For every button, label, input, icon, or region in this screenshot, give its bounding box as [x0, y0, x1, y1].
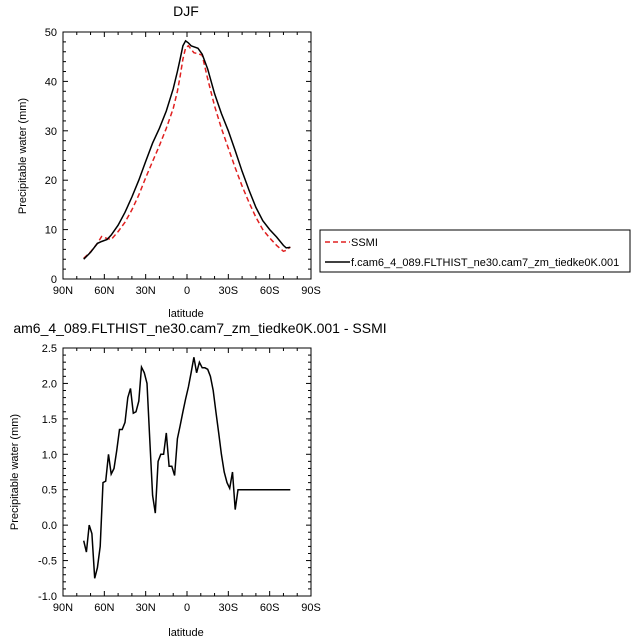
top-x-tick-label: 60S: [260, 285, 280, 297]
top-y-ticks: 0 10 20 30 40 50: [45, 27, 311, 286]
top-x-tick-label: 90N: [53, 285, 73, 297]
top-series-line-1: [83, 39, 291, 260]
bottom-x-tick-label: 90S: [301, 602, 321, 614]
legend-frame: [319, 229, 631, 273]
bottom-x-tick-label: 60N: [94, 602, 114, 614]
bottom-plot-frame: [62, 347, 312, 597]
top-series: [83, 39, 291, 260]
top-x-tick-label: 0: [184, 285, 190, 297]
top-panel: DJF 90N 60N 30N 0 30S 60S 90S 0 10 20 30 40 50 lati…: [17, 3, 321, 320]
bottom-y-axis-label: Precipitable water (mm): [9, 414, 21, 530]
top-y-tick-label: 40: [45, 76, 57, 88]
bottom-y-tick-label: 1.5: [42, 414, 57, 426]
top-x-tick-label: 30S: [219, 285, 239, 297]
top-x-tick-label: 60N: [94, 285, 114, 297]
bottom-x-ticks: 90N 60N 30N 0 30S 60S 90S: [53, 348, 321, 614]
bottom-y-tick-label: 2.0: [42, 378, 57, 390]
bottom-y-tick-label: 1.0: [42, 449, 57, 461]
top-x-ticks: 90N 60N 30N 0 30S 60S 90S: [53, 32, 321, 297]
bottom-panel: am6_4_089.FLTHIST_ne30.cam7_zm_tiedke0K.…: [9, 320, 387, 639]
top-y-tick-label: 50: [45, 27, 57, 39]
top-x-tick-label: 90S: [301, 285, 321, 297]
bottom-y-tick-label: 0.5: [42, 485, 57, 497]
bottom-y-tick-label: -0.5: [38, 556, 57, 568]
bottom-x-tick-label: 90N: [53, 602, 73, 614]
top-y-axis-label: Precipitable water (mm): [17, 98, 29, 214]
bottom-y-tick-label: 0.0: [42, 520, 57, 532]
bottom-x-axis-label: latitude: [168, 627, 203, 639]
top-title: DJF: [173, 3, 199, 19]
bottom-x-tick-label: 30S: [219, 602, 239, 614]
top-y-tick-label: 20: [45, 175, 57, 187]
bottom-series: [82, 357, 291, 579]
bottom-x-tick-label: 60S: [260, 602, 280, 614]
bottom-x-tick-label: 0: [184, 602, 190, 614]
legend-label-ssmi: SSMI: [351, 237, 378, 249]
top-x-tick-label: 30N: [136, 285, 156, 297]
top-series-line-0: [83, 44, 291, 259]
bottom-y-ticks: -1.0 -0.5 0.0 0.5 1.0 1.5 2.0 2.5: [38, 343, 311, 603]
bottom-title: am6_4_089.FLTHIST_ne30.cam7_zm_tiedke0K.…: [13, 320, 386, 336]
top-x-axis-label: latitude: [168, 308, 203, 320]
top-y-tick-label: 10: [45, 225, 57, 237]
top-y-tick-label: 30: [45, 126, 57, 138]
legend-label-model: f.cam6_4_089.FLTHIST_ne30.cam7_zm_tiedke…: [351, 257, 619, 269]
bottom-y-tick-label: -1.0: [38, 591, 57, 603]
top-y-tick-label: 0: [51, 274, 57, 286]
bottom-x-tick-label: 30N: [136, 602, 156, 614]
bottom-series-line-0: [82, 357, 291, 579]
bottom-y-tick-label: 2.5: [42, 343, 57, 355]
legend: SSMI f.cam6_4_089.FLTHIST_ne30.cam7_zm_t…: [319, 229, 631, 273]
